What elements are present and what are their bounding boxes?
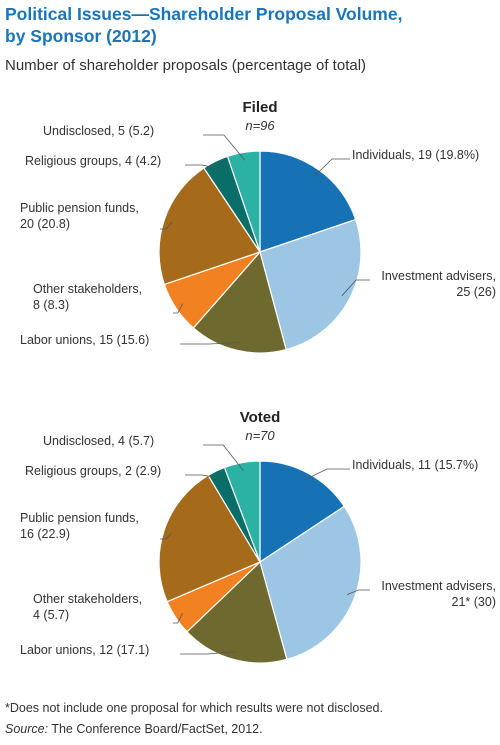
pie-slice-voted-labor-unions — [186, 560, 288, 664]
slice-label-voted-public-pension-funds: Public pension funds, 16 (22.9) — [20, 511, 139, 541]
slice-label-filed-labor-unions: Labor unions, 15 (15.6) — [20, 333, 149, 347]
leader-line-filed-public-pension-funds — [160, 221, 173, 230]
chart-title-line1: Political Issues—Shareholder Proposal Vo… — [5, 4, 403, 24]
slice-label-voted-labor-unions: Labor unions, 12 (17.1) — [20, 643, 149, 657]
slice-label-voted-investment-advisers: Investment advisers, 21* (30) — [381, 579, 496, 609]
leader-line-voted-investment-advisers — [346, 589, 370, 595]
pie-title-voted: Voted — [240, 409, 281, 426]
source-text: The Conference Board/FactSet, 2012. — [48, 722, 263, 736]
pie-title-filed: Filed — [242, 99, 277, 116]
leader-line-filed-labor-unions — [180, 342, 239, 345]
pie-n-label-voted: n=70 — [245, 428, 275, 443]
footnote: *Does not include one proposal for which… — [5, 701, 383, 715]
pie-slice-voted-undisclosed — [223, 460, 261, 563]
slice-label-filed-individuals: Individuals, 19 (19.8%) — [352, 148, 479, 162]
slice-label-filed-investment-advisers: Investment advisers, 25 (26) — [381, 269, 496, 299]
slice-label-filed-public-pension-funds: Public pension funds, 20 (20.8) — [20, 201, 139, 231]
leader-line-voted-public-pension-funds — [160, 533, 172, 540]
pie-slice-voted-public-pension-funds — [158, 474, 261, 603]
slice-label-filed-other-stakeholders: Other stakeholders, 8 (8.3) — [33, 282, 142, 312]
slice-label-filed-religious-groups: Religious groups, 4 (4.2) — [25, 154, 161, 168]
leader-line-filed-undisclosed — [203, 134, 246, 161]
slice-label-voted-religious-groups: Religious groups, 2 (2.9) — [25, 464, 161, 478]
leader-line-filed-investment-advisers — [341, 279, 370, 297]
source-label: Source: — [5, 722, 49, 736]
pie-slice-filed-investment-advisers — [259, 218, 362, 351]
leader-line-voted-undisclosed — [203, 444, 244, 471]
pie-slice-voted-investment-advisers — [259, 505, 362, 661]
chart-subtitle: Number of shareholder proposals (percent… — [5, 57, 367, 74]
leader-line-voted-religious-groups — [185, 474, 220, 479]
pie-slice-filed-labor-unions — [192, 250, 287, 354]
pie-slice-filed-individuals — [259, 150, 357, 253]
pie-chart-voted: Voted n=70 Individuals, 11 (15.7%) Investme… — [20, 409, 496, 664]
slice-label-voted-other-stakeholders: Other stakeholders, 4 (5.7) — [33, 592, 142, 622]
pie-chart-filed: Filed n=96 Individuals, 19 (19.8%) Investme… — [20, 99, 496, 354]
pie-n-label-filed: n=96 — [245, 118, 275, 133]
slice-label-voted-undisclosed: Undisclosed, 4 (5.7) — [43, 434, 154, 448]
source-note: Source: The Conference Board/FactSet, 20… — [5, 722, 263, 736]
leader-line-voted-labor-unions — [180, 651, 236, 655]
chart-title: Political Issues—Shareholder Proposal Vo… — [5, 3, 485, 47]
chart-title-line2: by Sponsor (2012) — [5, 26, 157, 46]
leader-line-filed-religious-groups — [185, 164, 219, 170]
pie-slice-voted-individuals — [259, 460, 346, 564]
leader-line-voted-other-stakeholders — [173, 613, 183, 624]
slice-label-filed-undisclosed: Undisclosed, 5 (5.2) — [43, 124, 154, 138]
pie-slice-filed-public-pension-funds — [158, 167, 261, 286]
leader-line-filed-individuals — [313, 158, 350, 177]
leader-line-voted-individuals — [303, 468, 350, 481]
pie-slice-filed-undisclosed — [226, 150, 261, 253]
leader-line-filed-other-stakeholders — [173, 303, 184, 314]
slice-label-voted-individuals: Individuals, 11 (15.7%) — [352, 458, 478, 472]
